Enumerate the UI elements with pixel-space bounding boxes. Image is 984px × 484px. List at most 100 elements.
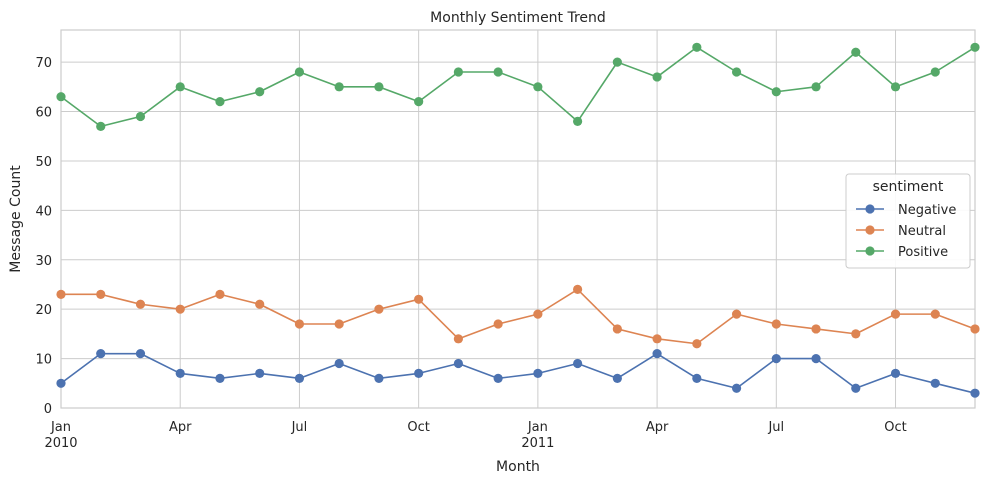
point-neutral-2010-10	[414, 294, 424, 304]
point-negative-2011-09	[851, 383, 861, 393]
point-positive-2011-06	[731, 67, 742, 77]
legend-label-positive: Positive	[898, 245, 948, 260]
x-tick-label-2010-10: Oct	[407, 420, 429, 435]
point-negative-2011-01	[533, 368, 543, 379]
point-neutral-2010-12	[493, 319, 503, 329]
point-negative-2010-01	[56, 378, 66, 388]
series-neutral	[56, 284, 980, 349]
point-positive-2010-06	[255, 87, 265, 97]
point-negative-2010-06	[255, 368, 265, 379]
point-positive-2011-04	[652, 72, 662, 82]
y-tick-label-60: 60	[35, 106, 52, 121]
point-positive-2011-09	[851, 47, 861, 57]
y-tick-label-30: 30	[35, 254, 52, 269]
point-positive-2011-01	[533, 82, 543, 92]
point-positive-2011-03	[612, 57, 622, 67]
point-neutral-2010-09	[374, 304, 384, 314]
point-neutral-2011-04	[652, 334, 662, 344]
point-neutral-2010-07	[294, 319, 305, 329]
point-neutral-2011-06	[731, 309, 742, 319]
point-neutral-2011-11	[930, 309, 940, 319]
y-tick-label-70: 70	[35, 56, 52, 71]
y-tick-label-40: 40	[35, 204, 52, 219]
point-neutral-2010-06	[255, 299, 265, 309]
x-tick-label-2011-10: Oct	[884, 420, 906, 435]
point-negative-2011-05	[692, 373, 702, 383]
point-negative-2011-03	[612, 373, 622, 383]
point-negative-2010-09	[374, 373, 384, 383]
point-neutral-2010-05	[215, 289, 225, 299]
point-neutral-2010-11	[453, 334, 463, 344]
point-negative-2010-02	[96, 349, 106, 359]
point-negative-2010-08	[334, 358, 344, 369]
point-negative-2011-10	[890, 368, 901, 379]
point-neutral-2010-03	[135, 299, 146, 309]
point-positive-2010-07	[294, 67, 305, 77]
point-negative-2011-07	[771, 353, 781, 364]
point-negative-2011-06	[731, 383, 742, 393]
legend-label-negative: Negative	[898, 203, 956, 218]
point-positive-2011-10	[890, 82, 901, 92]
point-negative-2011-08	[811, 353, 821, 364]
point-negative-2011-04	[652, 349, 662, 359]
series-line-neutral	[61, 288, 976, 345]
point-negative-2010-03	[135, 349, 146, 359]
point-negative-2010-07	[294, 373, 305, 383]
legend-swatch-marker-neutral	[865, 225, 875, 235]
point-positive-2011-07	[771, 87, 781, 97]
x-tick-year-2010-01: 2010	[44, 436, 77, 451]
y-tick-label-0: 0	[44, 402, 52, 417]
x-tick-label-2010-07: Jul	[291, 420, 308, 435]
point-neutral-2010-01	[56, 289, 66, 299]
point-negative-2010-05	[215, 373, 225, 383]
point-positive-2010-08	[334, 82, 344, 92]
legend: sentiment Negative Neutral Positive	[845, 173, 971, 269]
point-positive-2010-03	[135, 111, 146, 122]
point-negative-2010-10	[414, 368, 424, 379]
series-line-positive	[60, 46, 976, 128]
legend-entry-negative: Negative	[856, 203, 956, 218]
point-positive-2011-02	[573, 116, 583, 127]
legend-entry-neutral: Neutral	[856, 224, 946, 239]
point-negative-2011-02	[573, 358, 583, 369]
point-neutral-2011-01	[533, 309, 543, 319]
series-lines	[56, 42, 980, 398]
grid-lines	[60, 30, 975, 409]
y-tick-label-50: 50	[35, 155, 52, 170]
point-neutral-2011-09	[851, 329, 861, 339]
legend-entries: Negative Neutral Positive	[856, 203, 956, 260]
point-positive-2010-12	[493, 67, 503, 77]
plot-area-frame	[60, 29, 976, 409]
point-positive-2010-10	[414, 97, 424, 107]
x-tick-label-2011-01: Jan	[527, 420, 548, 435]
point-neutral-2010-08	[334, 319, 344, 329]
y-axis-ticks: 0 10 20 30 40 50 60 70	[35, 56, 52, 417]
point-negative-2010-12	[493, 373, 503, 383]
point-positive-2011-12	[970, 42, 980, 52]
point-neutral-2011-02	[573, 284, 583, 295]
point-positive-2010-09	[374, 82, 384, 92]
point-neutral-2011-12	[970, 324, 980, 334]
point-positive-2011-05	[692, 42, 702, 52]
series-negative	[56, 349, 980, 398]
point-positive-2010-04	[175, 82, 185, 92]
x-tick-year-2011-01: 2011	[521, 436, 554, 451]
point-neutral-2011-10	[890, 309, 901, 319]
point-neutral-2010-04	[175, 304, 185, 314]
point-neutral-2011-07	[771, 319, 781, 329]
x-tick-label-2011-04: Apr	[646, 420, 669, 435]
x-tick-label-2010-01: Jan	[50, 420, 71, 435]
series-line-negative	[60, 352, 976, 394]
point-positive-2010-02	[96, 121, 106, 131]
point-negative-2011-12	[970, 388, 980, 398]
x-tick-label-2010-04: Apr	[169, 420, 192, 435]
y-tick-label-10: 10	[35, 353, 52, 368]
legend-swatch-marker-negative	[865, 204, 875, 214]
legend-box	[845, 173, 971, 269]
chart-title: Monthly Sentiment Trend	[430, 10, 606, 26]
y-axis-label: Message Count	[8, 165, 24, 273]
legend-label-neutral: Neutral	[898, 224, 946, 239]
point-neutral-2010-02	[96, 289, 106, 299]
